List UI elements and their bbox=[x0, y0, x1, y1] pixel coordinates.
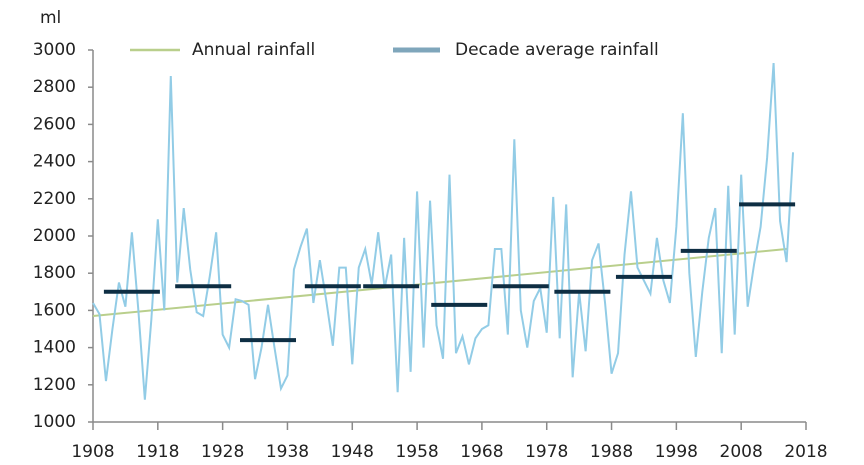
x-tick-label: 1978 bbox=[525, 442, 568, 462]
trend-line bbox=[92, 248, 787, 317]
y-tick-label: 2600 bbox=[33, 114, 76, 134]
y-unit-label: ml bbox=[40, 8, 61, 28]
x-tick-label: 1988 bbox=[590, 442, 633, 462]
y-tick-label: 3000 bbox=[33, 40, 76, 60]
y-tick-label: 1800 bbox=[33, 263, 76, 283]
x-tick-label: 2008 bbox=[720, 442, 763, 462]
x-tick-label: 1998 bbox=[655, 442, 698, 462]
x-tick-label: 1918 bbox=[136, 442, 179, 462]
x-tick-label: 1958 bbox=[395, 442, 438, 462]
x-tick-label: 1948 bbox=[331, 442, 374, 462]
x-tick-label: 1938 bbox=[266, 442, 309, 462]
y-tick-label: 1400 bbox=[33, 338, 76, 358]
y-tick-label: 2000 bbox=[33, 226, 76, 246]
y-tick-label: 2800 bbox=[33, 77, 76, 97]
legend-label: Decade average rainfall bbox=[455, 40, 659, 60]
y-tick-label: 1200 bbox=[33, 375, 76, 395]
x-tick-label: 2018 bbox=[784, 442, 827, 462]
x-tick-label: 1908 bbox=[71, 442, 114, 462]
annual-line bbox=[92, 62, 795, 400]
legend-label: Annual rainfall bbox=[192, 40, 315, 60]
y-tick-label: 1600 bbox=[33, 300, 76, 320]
y-tick-label: 2400 bbox=[33, 152, 76, 172]
y-tick-label: 1000 bbox=[33, 412, 76, 432]
x-tick-label: 1928 bbox=[201, 442, 244, 462]
y-tick-label: 2200 bbox=[33, 189, 76, 209]
x-tick-label: 1968 bbox=[460, 442, 503, 462]
